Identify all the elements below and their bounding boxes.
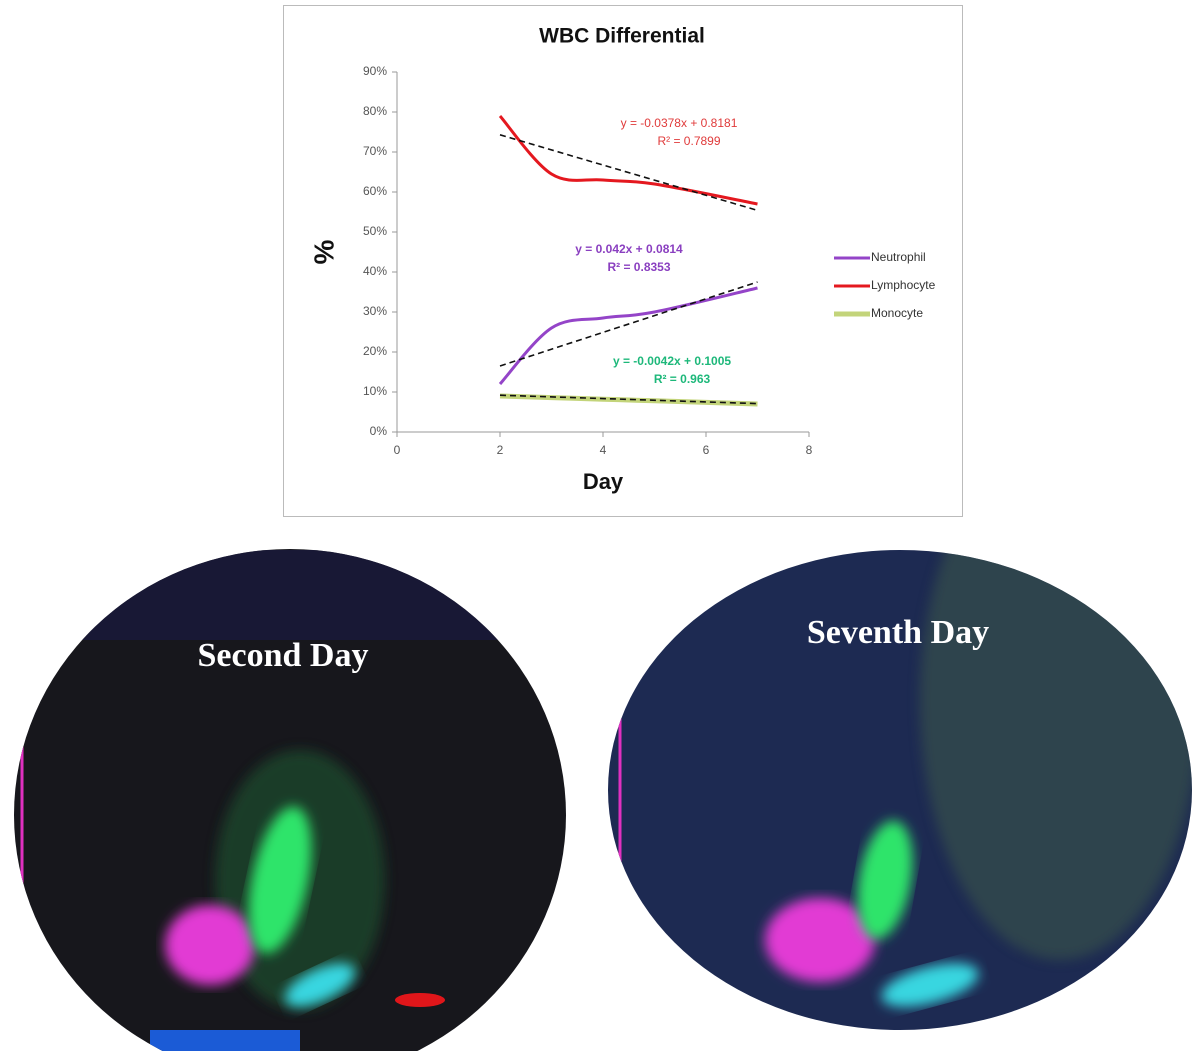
x-tick-label: 2 <box>497 443 504 457</box>
y-tick-label: 80% <box>363 104 387 118</box>
y-tick-label: 0% <box>370 424 388 438</box>
screen-edge <box>0 550 580 640</box>
x-tick-label: 6 <box>703 443 710 457</box>
x-tick-label: 8 <box>806 443 813 457</box>
panel-caption: Seventh Day <box>807 614 989 651</box>
y-tick-label: 20% <box>363 344 387 358</box>
y-tick-label: 50% <box>363 224 387 238</box>
seventh-day-panel: Seventh Day <box>608 440 1194 1030</box>
y-tick-label: 60% <box>363 184 387 198</box>
y-tick-label: 90% <box>363 64 387 78</box>
y-tick-label: 70% <box>363 144 387 158</box>
trend-r-squared: R² = 0.7899 <box>657 134 720 148</box>
y-tick-label: 10% <box>363 384 387 398</box>
trend-equation: y = -0.0042x + 0.1005 <box>613 354 731 368</box>
trend-equation: y = 0.042x + 0.0814 <box>575 242 683 256</box>
legend-label: Lymphocyte <box>871 278 936 292</box>
x-tick-label: 4 <box>600 443 607 457</box>
y-tick-label: 40% <box>363 264 387 278</box>
trend-equation: y = -0.0378x + 0.8181 <box>621 116 738 130</box>
cluster <box>150 1030 300 1051</box>
cluster <box>1000 1011 1090 1029</box>
legend-label: Neutrophil <box>871 250 926 264</box>
y-axis-label: % <box>308 239 339 264</box>
panel-caption: Second Day <box>198 637 369 674</box>
x-axis-label: Day <box>583 469 624 494</box>
chart-title: WBC Differential <box>539 25 705 48</box>
cluster <box>395 993 445 1007</box>
glow <box>920 440 1194 960</box>
cluster <box>165 905 255 985</box>
x-tick-label: 0 <box>394 443 401 457</box>
legend-label: Monocyte <box>871 306 923 320</box>
y-tick-label: 30% <box>363 304 387 318</box>
second-day-panel: Second Day <box>0 549 580 1051</box>
page: WBC Differential Day % Second Day Sevent… <box>0 0 1194 1051</box>
trend-r-squared: R² = 0.8353 <box>607 260 670 274</box>
trend-r-squared: R² = 0.963 <box>654 372 711 386</box>
